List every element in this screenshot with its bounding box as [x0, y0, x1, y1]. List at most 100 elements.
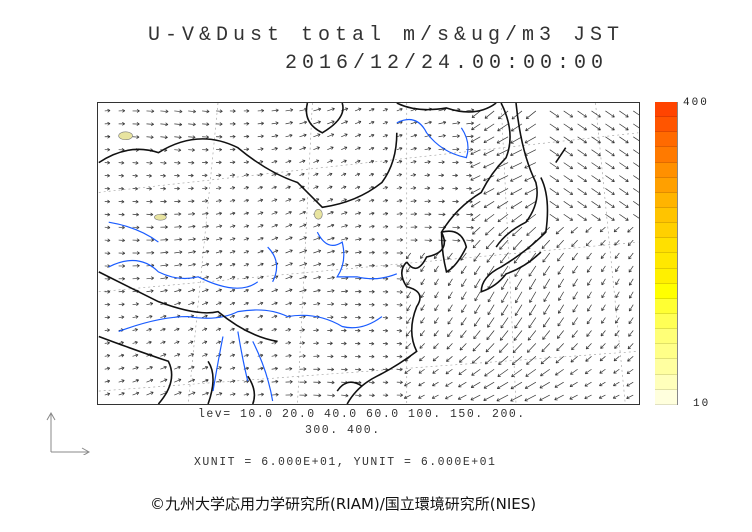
wind-vector: [104, 315, 111, 320]
wind-vector: [514, 278, 523, 291]
wind-vector: [605, 162, 615, 170]
wind-vector: [396, 107, 403, 112]
wind-vector: [202, 224, 209, 229]
wind-vector: [433, 252, 439, 260]
wind-vector: [396, 225, 403, 229]
wind-vector: [626, 394, 634, 400]
wind-vector: [619, 149, 629, 157]
wind-vector: [188, 301, 195, 305]
wind-vector: [271, 366, 278, 371]
wind-vector: [257, 134, 264, 139]
wind-vector: [271, 353, 278, 358]
wind-vector: [424, 212, 432, 217]
wind-vector: [619, 123, 629, 131]
wind-vector: [271, 379, 279, 384]
wind-vector: [605, 149, 615, 157]
wind-vector: [382, 341, 389, 346]
wind-vector: [355, 237, 362, 242]
wind-vector: [160, 173, 166, 178]
lat-lon-gridlines: [98, 103, 639, 404]
wind-vector: [174, 263, 183, 267]
wind-vector: [396, 238, 403, 242]
wind-vector: [285, 301, 293, 306]
colorbar-band: [655, 359, 677, 375]
wind-vector: [403, 394, 411, 399]
wind-vector: [104, 134, 111, 139]
wind-vector: [313, 146, 320, 151]
wind-vector: [619, 201, 629, 208]
wind-vector: [215, 186, 222, 190]
wind-vector: [438, 134, 446, 138]
wind-vector: [424, 147, 432, 151]
colorbar-max-label: 400: [683, 97, 709, 109]
wind-vector: [243, 134, 250, 139]
wind-vector: [146, 378, 154, 383]
wind-vector: [524, 162, 537, 169]
wind-vector: [243, 276, 249, 280]
wind-vector: [554, 394, 564, 401]
wind-vector: [433, 330, 439, 337]
wind-vector: [587, 291, 592, 299]
wind-vector: [396, 380, 403, 385]
wind-vector: [424, 160, 431, 164]
wind-vector: [132, 199, 139, 204]
wind-vector: [420, 291, 425, 299]
wind-vector: [146, 109, 155, 114]
wind-vector: [448, 291, 453, 299]
wind-vector: [556, 330, 564, 339]
wind-vector: [500, 252, 509, 264]
wind-vector: [257, 366, 264, 371]
wind-vector: [229, 379, 236, 384]
wind-vector: [599, 226, 606, 233]
wind-vector: [118, 276, 125, 281]
wind-vector: [627, 343, 634, 350]
wind-vector: [434, 304, 439, 312]
wind-vector: [188, 288, 196, 293]
wind-vector: [160, 250, 169, 255]
wind-vector: [420, 252, 425, 259]
wind-vector: [526, 226, 537, 236]
wind-vector: [382, 198, 389, 203]
wind-vector: [243, 173, 249, 177]
wind-vector: [341, 367, 348, 372]
wind-vector: [271, 327, 277, 332]
wind-vector: [285, 249, 293, 254]
wind-vector: [410, 186, 417, 190]
wind-vector: [543, 304, 551, 315]
wind-vector: [471, 123, 481, 131]
wind-vector: [543, 265, 551, 276]
wind-vector: [633, 188, 639, 193]
wind-vector: [619, 213, 629, 221]
wind-vector: [104, 108, 111, 113]
wind-vector: [327, 367, 335, 372]
wind-vector: [313, 133, 321, 138]
wind-vector: [243, 263, 249, 267]
wind-vector: [368, 341, 375, 346]
wind-vector: [188, 237, 196, 242]
wind-vector: [587, 304, 592, 312]
wind-vector: [313, 288, 321, 293]
wind-vector: [539, 394, 550, 401]
wind-vector: [327, 289, 335, 293]
wind-vector: [483, 136, 495, 144]
wind-vector: [396, 173, 403, 177]
wind-vector: [471, 368, 481, 376]
wind-vector: [146, 238, 155, 242]
wind-vector: [466, 238, 475, 243]
wind-vector: [299, 223, 307, 228]
wind-vector: [229, 122, 236, 126]
wind-vector: [202, 147, 209, 152]
colorbar-band: [655, 117, 677, 133]
wind-vector: [498, 356, 509, 365]
wind-vector: [418, 381, 425, 387]
wind-vector: [341, 185, 347, 190]
wind-vector: [591, 162, 601, 170]
wind-vector: [382, 211, 389, 216]
wind-vector: [132, 328, 138, 332]
wind-vector: [355, 341, 361, 346]
wind-vector: [556, 343, 564, 352]
wind-vector: [327, 107, 335, 112]
wind-vector: [471, 356, 481, 364]
wind-vector: [396, 251, 404, 255]
